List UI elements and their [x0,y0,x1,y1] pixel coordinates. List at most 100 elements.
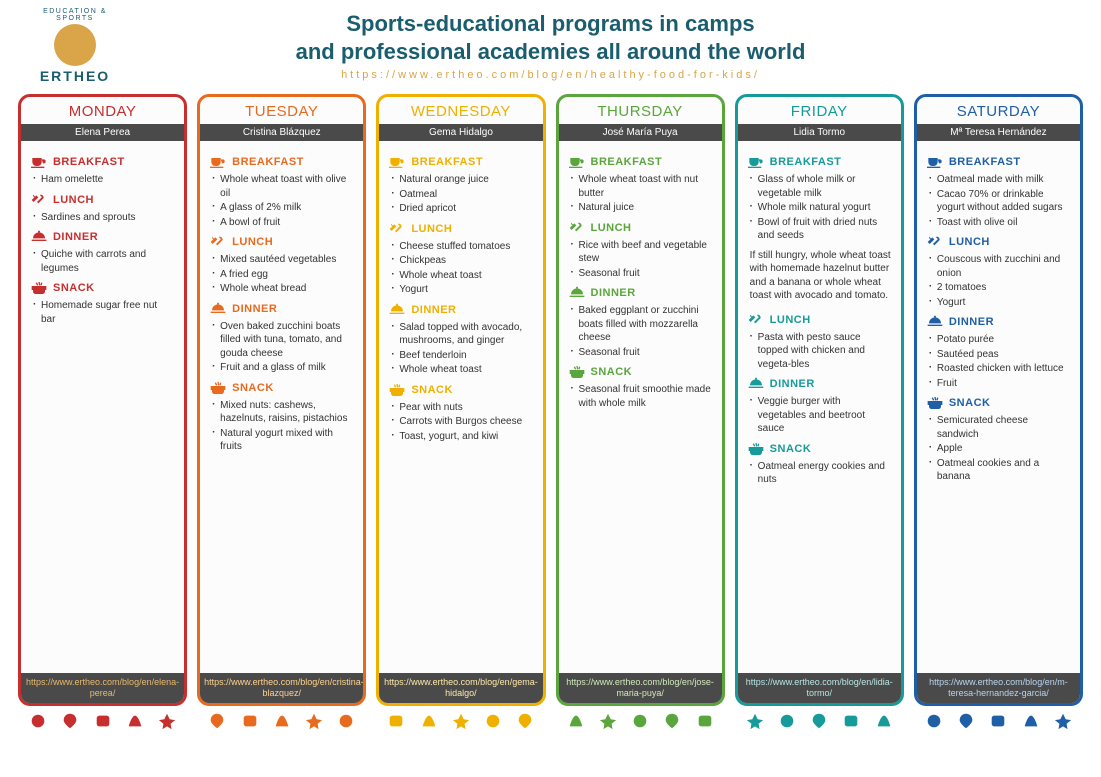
author-bar: Cristina Blázquez [200,124,363,141]
list-item: Natural yogurt mixed with fruits [212,427,353,454]
header: EDUCATION & SPORTS ERTHEO Sports-educati… [0,0,1101,86]
deco-icon [94,712,112,735]
author-link[interactable]: https://www.ertheo.com/blog/en/m-teresa-… [921,677,1076,699]
deco-icon [452,712,470,735]
list-item: Whole milk natural yogurt [750,201,891,215]
breakfast-label: BREAKFAST [210,155,353,169]
dinner-label: DINNER [31,230,174,244]
list-item: Whole wheat bread [212,282,353,296]
list-item: Rice with beef and vegetable stew [571,239,712,266]
list-item: Natural orange juice [391,173,532,187]
list-item: Whole wheat toast [391,269,532,283]
bottom-icons-thursday [556,706,725,735]
bottom-icons-row [0,706,1101,735]
author-link[interactable]: https://www.ertheo.com/blog/en/cristina-… [204,677,359,699]
author-link[interactable]: https://www.ertheo.com/blog/en/gema-hida… [383,677,538,699]
author-bar: Gema Hidalgo [379,124,542,141]
card-footer: https://www.ertheo.com/blog/en/m-teresa-… [917,673,1080,703]
list-item: Whole wheat toast with nut butter [571,173,712,200]
breakfast-note: If still hungry, whole wheat toast with … [748,247,891,307]
dinner-items: Salad topped with avocado, mushrooms, an… [389,321,532,377]
author-bar: Mª Teresa Hernández [917,124,1080,141]
list-item: 2 tomatoes [929,281,1070,295]
day-name: TUESDAY [200,97,363,124]
list-item: Quiche with carrots and legumes [33,248,174,275]
snack-label: SNACK [748,442,891,456]
list-item: Pasta with pesto sauce topped with chick… [750,331,891,372]
day-name: MONDAY [21,97,184,124]
deco-icon [241,712,259,735]
list-item: Oatmeal energy cookies and nuts [750,460,891,487]
logo-arc-text: EDUCATION & SPORTS [30,8,120,22]
deco-icon [387,712,405,735]
dinner-label: DINNER [569,286,712,300]
deco-icon [208,712,226,735]
list-item: Potato purée [929,333,1070,347]
snack-label: SNACK [569,365,712,379]
list-item: Cacao 70% or drinkable yogurt without ad… [929,188,1070,215]
deco-icon [957,712,975,735]
deco-icon [1022,712,1040,735]
list-item: Natural juice [571,201,712,215]
list-item: A bowl of fruit [212,216,353,230]
card-body: BREAKFASTNatural orange juiceOatmealDrie… [379,141,542,673]
lunch-items: Pasta with pesto sauce topped with chick… [748,331,891,372]
list-item: Toast with olive oil [929,216,1070,230]
dinner-items: Potato puréeSautéed peasRoasted chicken … [927,333,1070,390]
deco-icon [567,712,585,735]
deco-icon [29,712,47,735]
author-link[interactable]: https://www.ertheo.com/blog/en/elena-per… [25,677,180,699]
breakfast-items: Whole wheat toast with olive oilA glass … [210,173,353,229]
deco-icon [337,712,355,735]
list-item: A fried egg [212,268,353,282]
lunch-items: Rice with beef and vegetable stewSeasona… [569,239,712,281]
dinner-items: Quiche with carrots and legumes [31,248,174,275]
author-link[interactable]: https://www.ertheo.com/blog/en/jose-mari… [563,677,718,699]
deco-icon [158,712,176,735]
deco-icon [810,712,828,735]
bottom-icons-monday [18,706,187,735]
list-item: Yogurt [929,296,1070,310]
snack-items: Semicurated cheese sandwichAppleOatmeal … [927,414,1070,484]
day-cards-row: MONDAY Elena Perea BREAKFASTHam omelette… [0,86,1101,706]
day-card-monday: MONDAY Elena Perea BREAKFASTHam omelette… [18,94,187,706]
list-item: Pear with nuts [391,401,532,415]
header-url[interactable]: https://www.ertheo.com/blog/en/healthy-f… [0,69,1101,81]
list-item: Couscous with zucchini and onion [929,253,1070,280]
breakfast-label: BREAKFAST [569,155,712,169]
snack-items: Mixed nuts: cashews, hazelnuts, raisins,… [210,399,353,454]
list-item: Veggie burger with vegetables and beetro… [750,395,891,436]
lunch-label: LUNCH [569,221,712,235]
list-item: Chickpeas [391,254,532,268]
lunch-items: Sardines and sprouts [31,211,174,225]
snack-label: SNACK [927,396,1070,410]
list-item: Dried apricot [391,202,532,216]
lunch-items: Mixed sautéed vegetablesA fried eggWhole… [210,253,353,296]
dinner-label: DINNER [389,303,532,317]
lunch-label: LUNCH [748,313,891,327]
list-item: Sautéed peas [929,348,1070,362]
dinner-label: DINNER [927,315,1070,329]
day-name: THURSDAY [559,97,722,124]
day-card-thursday: THURSDAY José María Puya BREAKFASTWhole … [556,94,725,706]
breakfast-label: BREAKFAST [748,155,891,169]
author-link[interactable]: https://www.ertheo.com/blog/en/lidia-tor… [742,677,897,699]
dinner-items: Baked eggplant or zucchini boats filled … [569,304,712,359]
list-item: Mixed sautéed vegetables [212,253,353,267]
list-item: Oven baked zucchini boats filled with tu… [212,320,353,361]
list-item: Salad topped with avocado, mushrooms, an… [391,321,532,348]
list-item: Beef tenderloin [391,349,532,363]
snack-label: SNACK [31,281,174,295]
list-item: Apple [929,442,1070,456]
day-name: WEDNESDAY [379,97,542,124]
list-item: Cheese stuffed tomatoes [391,240,532,254]
ertheo-logo: EDUCATION & SPORTS ERTHEO [30,8,120,84]
list-item: Bowl of fruit with dried nuts and seeds [750,216,891,243]
list-item: Roasted chicken with lettuce [929,362,1070,376]
list-item: Oatmeal made with milk [929,173,1070,187]
bottom-icons-wednesday [376,706,545,735]
snack-label: SNACK [210,381,353,395]
card-body: BREAKFAST Whole wheat toast with olive oi… [200,141,363,673]
snack-items: Pear with nutsCarrots with Burgos cheese… [389,401,532,444]
list-item: Baked eggplant or zucchini boats filled … [571,304,712,345]
